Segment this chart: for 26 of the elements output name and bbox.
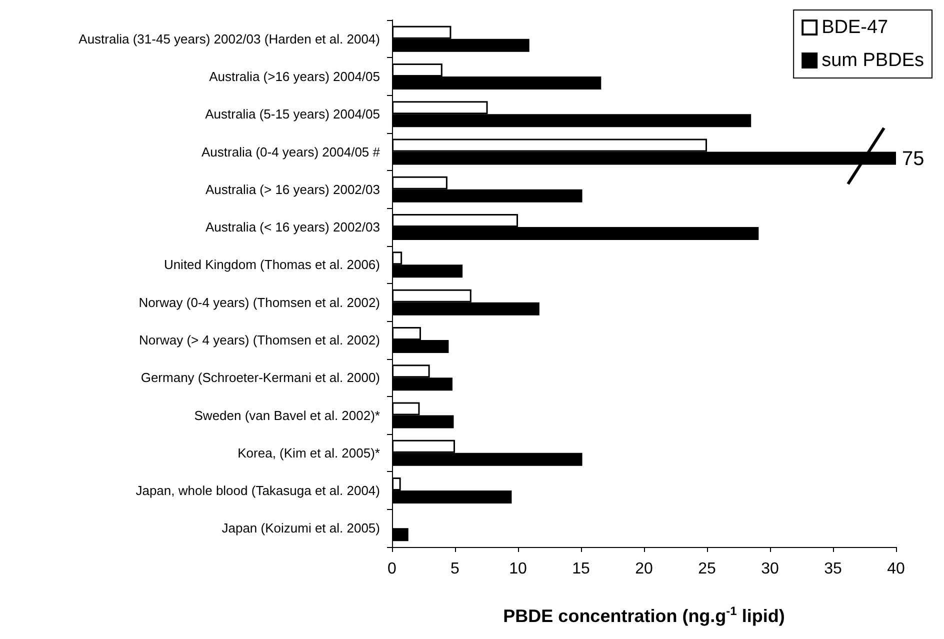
y-tick-label: Australia (5-15 years) 2004/05 (205, 106, 380, 122)
y-tick-label: Korea, (Kim et al. 2005)* (238, 445, 380, 460)
x-tick-label: 20 (635, 560, 653, 578)
x-tick-label: 40 (887, 560, 905, 578)
y-tick-label: United Kingdom (Thomas et al. 2006) (164, 257, 380, 272)
x-tick-label: 35 (824, 560, 842, 578)
y-tick-label: Australia (> 16 years) 2002/03 (205, 182, 380, 197)
y-tick-label: Japan, whole blood (Takasuga et al. 2004) (136, 483, 380, 498)
legend-label: sum PBDEs (822, 50, 924, 71)
legend-label: BDE-47 (822, 17, 888, 38)
x-tick-label: 10 (509, 560, 527, 578)
x-tick-label: 15 (572, 560, 590, 578)
y-tick-label: Norway (0-4 years) (Thomsen et al. 2002) (138, 294, 380, 310)
y-tick-label: Norway (> 4 years) (Thomsen et al. 2002) (139, 332, 380, 348)
x-tick-label: 5 (450, 560, 460, 578)
x-tick-label: 30 (761, 560, 779, 578)
x-tick-label: 0 (388, 560, 397, 578)
y-tick-label: Germany (Schroeter-Kermani et al. 2000) (140, 370, 380, 386)
y-tick-label: Australia (31-45 years) 2002/03 (Harden et al. 2004) (78, 31, 380, 46)
annotation: 75 (902, 148, 924, 170)
y-tick-label: Australia (< 16 years) 2002/03 (205, 220, 380, 235)
y-tick-label: Australia (>16 years) 2004/05 (209, 68, 380, 84)
y-tick-label: Sweden (van Bavel et al. 2002)* (194, 408, 380, 423)
y-tick-label: Australia (0-4 years) 2004/05 # (202, 144, 381, 160)
x-tick-label: 25 (698, 560, 716, 578)
y-tick-label: Japan (Koizumi et al. 2005) (222, 520, 380, 536)
